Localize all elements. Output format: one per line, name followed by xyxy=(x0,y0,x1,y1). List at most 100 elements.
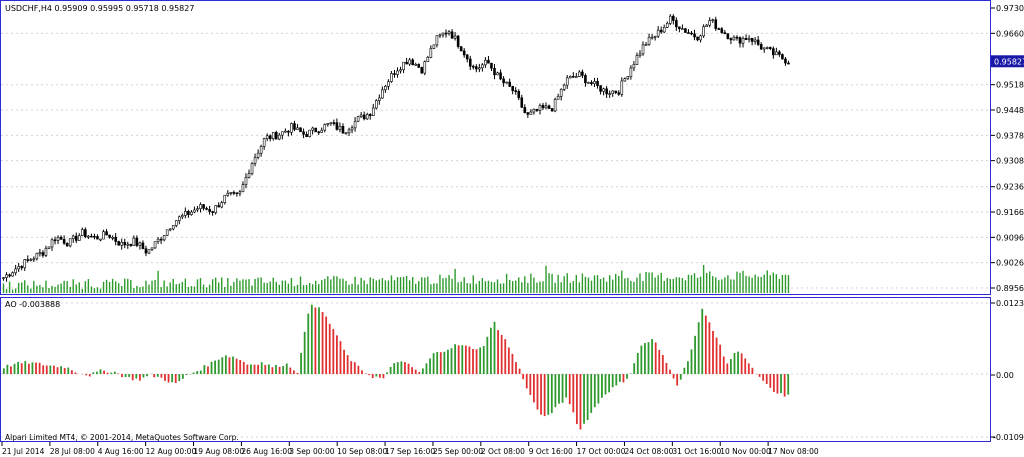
candle-body xyxy=(217,205,220,208)
candle-body xyxy=(238,191,242,194)
candle-body xyxy=(50,239,54,248)
candle-body xyxy=(332,122,336,124)
candle-body xyxy=(244,177,248,185)
ao-pane[interactable]: AO -0.003888 Alpari Limited MT4, © 2001-… xyxy=(0,297,991,443)
candle-body xyxy=(705,24,708,27)
candle-body xyxy=(641,44,645,55)
candle-body xyxy=(511,86,514,91)
candle-body xyxy=(41,252,45,256)
candle-body xyxy=(487,59,490,64)
ao-label: AO -0.003888 xyxy=(5,300,60,309)
candle-body xyxy=(414,64,418,66)
candle-body xyxy=(229,192,233,194)
candle-body xyxy=(575,76,578,78)
candle-body xyxy=(535,109,539,111)
candle-body xyxy=(281,131,284,136)
candle-body xyxy=(202,204,205,209)
candle-body xyxy=(508,81,511,87)
time-axis[interactable]: 21 Jul 2014 28 Jul 08:00 4 Aug 16:00 12 Aug… xyxy=(1,442,819,456)
candle-body xyxy=(368,114,372,116)
copyright-text: Alpari Limited MT4, © 2001-2014, MetaQuo… xyxy=(5,433,239,442)
candle-body xyxy=(220,202,224,208)
candle-body xyxy=(644,44,648,46)
candle-body xyxy=(538,105,542,111)
candle-body xyxy=(141,242,145,249)
candle-body xyxy=(435,35,439,46)
candle-body xyxy=(659,29,663,33)
candle-body xyxy=(756,39,760,45)
candle-body xyxy=(335,122,339,130)
candle-body xyxy=(665,23,669,28)
candle-body xyxy=(623,78,627,82)
candle-body xyxy=(614,90,618,93)
candle-body xyxy=(320,129,324,133)
candle-body xyxy=(284,130,287,133)
candle-body xyxy=(787,62,790,65)
candle-body xyxy=(717,28,721,30)
candle-body xyxy=(747,37,751,40)
candle-body xyxy=(647,36,651,45)
candle-body xyxy=(178,216,181,221)
candle-body xyxy=(11,272,14,277)
candle-body xyxy=(241,184,245,193)
candle-body xyxy=(32,258,36,261)
time-axis-label: 28 Jul 08:00 xyxy=(50,447,95,456)
candle-body xyxy=(578,71,581,77)
candle-body xyxy=(147,249,151,254)
candle-body xyxy=(565,77,569,86)
candle-body xyxy=(478,67,481,70)
candle-body xyxy=(329,122,333,124)
candle-body xyxy=(590,82,593,85)
candle-body xyxy=(232,192,236,194)
candle-body xyxy=(471,65,475,68)
candle-body xyxy=(338,125,342,130)
candle-body xyxy=(365,114,369,120)
candle-body xyxy=(56,236,60,241)
current-price-box xyxy=(991,55,1024,68)
candle-body xyxy=(520,97,524,108)
ao-axis[interactable]: 0.012305 0.00 -0.010909 xyxy=(991,299,1024,442)
time-axis-label: 10 Nov 00:00 xyxy=(720,447,771,456)
candle-body xyxy=(105,231,108,236)
candle-body xyxy=(353,120,357,129)
candle-body xyxy=(547,105,551,109)
price-pane[interactable]: USDCHF,H4 0.95909 0.95995 0.95718 0.9582… xyxy=(0,0,991,295)
candle-body xyxy=(111,236,114,239)
candle-body xyxy=(493,67,496,76)
candle-body xyxy=(620,80,624,95)
time-axis-label: 26 Aug 16:00 xyxy=(241,447,292,456)
candle-body xyxy=(102,231,105,240)
candle-body xyxy=(411,59,414,66)
candle-body xyxy=(475,66,478,70)
candle-body xyxy=(662,27,666,33)
candle-body xyxy=(496,72,499,76)
time-axis-label: 19 Aug 08:00 xyxy=(194,447,245,456)
time-axis-label: 24 Oct 08:00 xyxy=(624,447,673,456)
time-axis-label: 31 Oct 16:00 xyxy=(672,447,721,456)
candle-body xyxy=(93,235,96,238)
candle-body xyxy=(71,235,75,239)
candle-body xyxy=(287,130,290,133)
candle-body xyxy=(17,266,20,270)
candle-body xyxy=(702,26,705,37)
candle-body xyxy=(587,82,590,84)
candle-body xyxy=(199,204,202,210)
candle-body xyxy=(226,192,230,196)
candle-body xyxy=(505,81,508,84)
candle-body xyxy=(77,235,81,241)
candle-body xyxy=(626,76,630,79)
candle-body xyxy=(44,248,48,256)
candle-body xyxy=(432,44,436,49)
candle-body xyxy=(323,124,327,131)
time-axis-label: 12 Aug 00:00 xyxy=(146,447,197,456)
candle-body xyxy=(165,229,169,236)
ao-axis-max: 0.012305 xyxy=(996,299,1024,308)
candle-body xyxy=(781,54,784,60)
candle-body xyxy=(581,71,584,76)
candle-body xyxy=(681,28,684,30)
